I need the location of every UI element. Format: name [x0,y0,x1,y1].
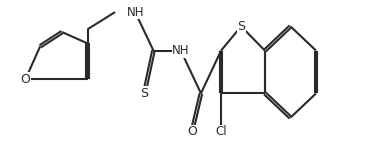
Text: NH: NH [172,44,190,57]
Text: S: S [140,87,148,100]
Text: O: O [21,73,31,86]
Text: NH: NH [127,6,144,19]
Text: Cl: Cl [215,125,227,138]
Text: O: O [187,125,197,138]
Text: S: S [237,20,245,33]
